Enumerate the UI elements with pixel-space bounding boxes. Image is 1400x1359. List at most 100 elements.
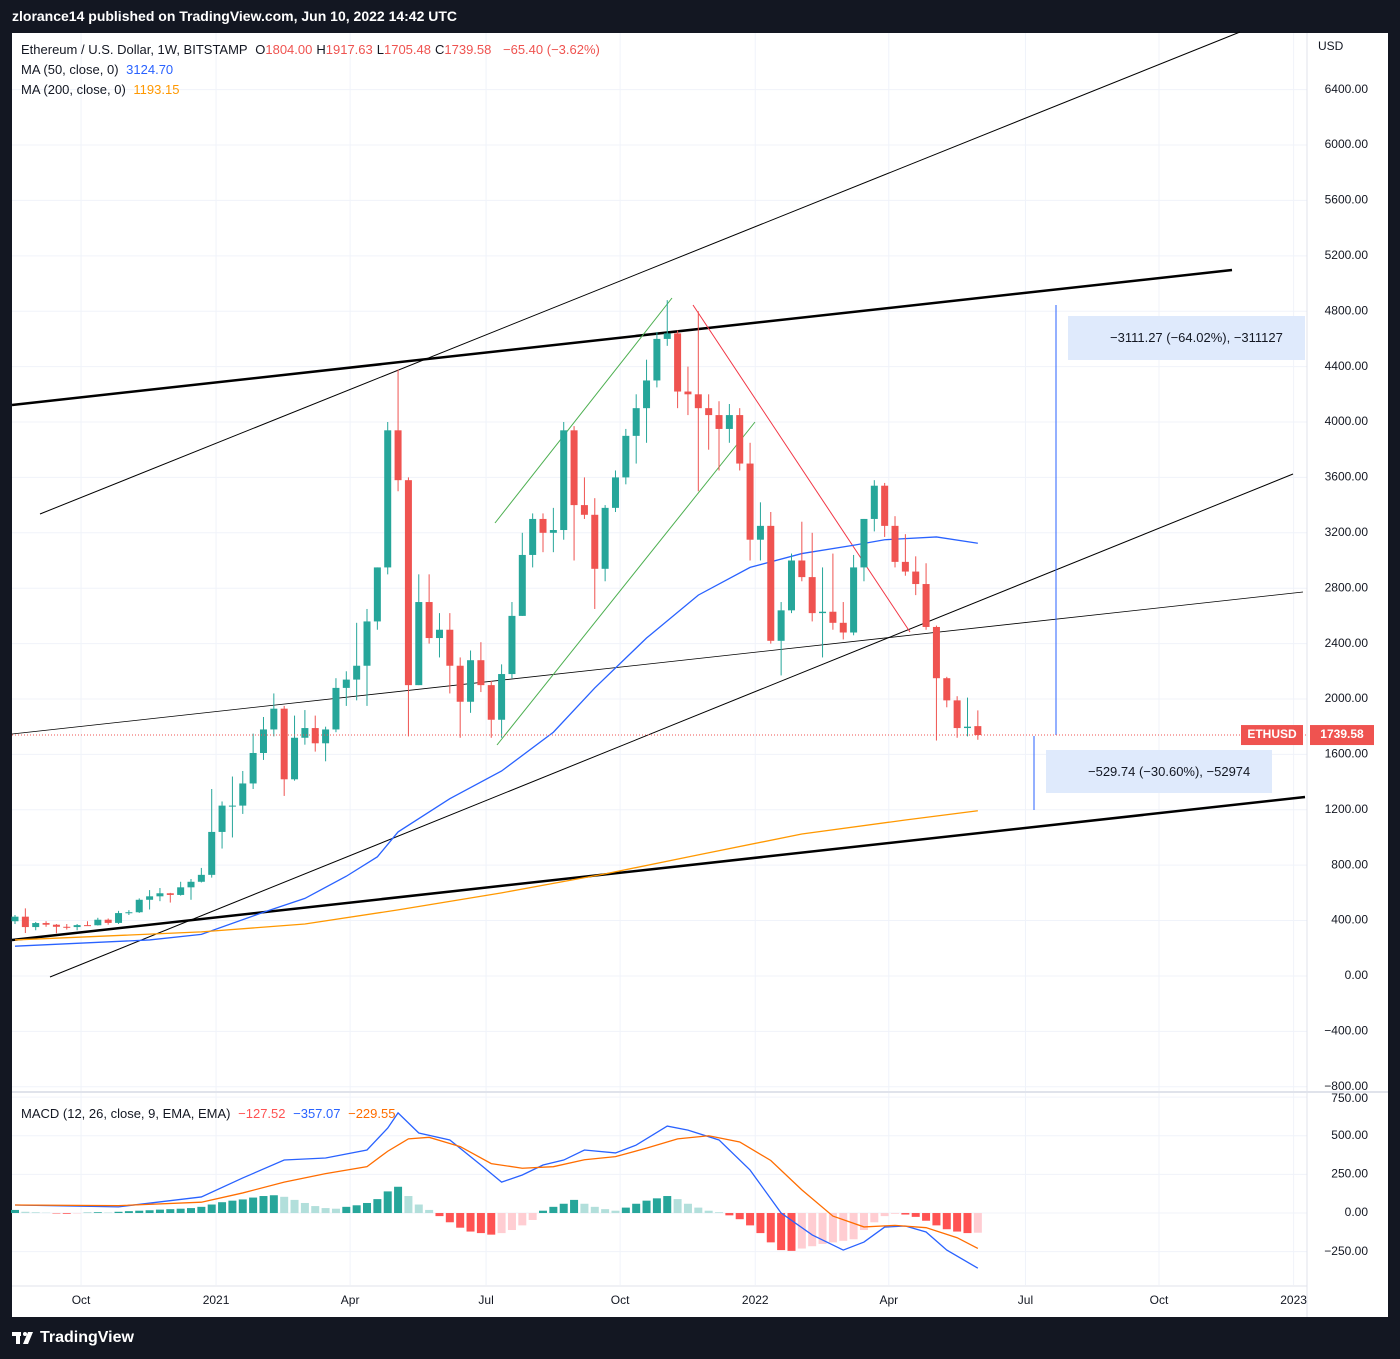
histogram-bar bbox=[352, 1205, 361, 1214]
y-tick-label: 800.00 bbox=[1331, 857, 1368, 871]
down-line bbox=[692, 304, 911, 633]
histogram-bar bbox=[487, 1213, 496, 1235]
histogram-bar bbox=[725, 1213, 734, 1216]
histogram-bar bbox=[435, 1213, 444, 1217]
histogram-bar bbox=[673, 1199, 682, 1214]
histogram-bar bbox=[456, 1213, 465, 1228]
candle-body bbox=[870, 485, 878, 519]
candle-body bbox=[228, 805, 236, 807]
candle-body bbox=[901, 561, 909, 572]
candle-body bbox=[21, 916, 29, 928]
histogram-bar bbox=[155, 1209, 164, 1214]
price-tag-bg bbox=[1310, 725, 1374, 746]
histogram-bar bbox=[269, 1195, 278, 1214]
histogram-bar bbox=[663, 1196, 672, 1214]
ma-value: 3124.70 bbox=[126, 62, 174, 77]
histogram-bar bbox=[207, 1204, 216, 1214]
candle-body bbox=[798, 560, 806, 578]
histogram-bar bbox=[694, 1207, 703, 1214]
candle-body bbox=[373, 567, 381, 622]
candle-body bbox=[684, 391, 692, 395]
candle-body bbox=[311, 728, 319, 744]
candle-body bbox=[539, 518, 547, 533]
candle-body bbox=[715, 415, 723, 429]
histogram-bar bbox=[528, 1213, 537, 1220]
symbol-tag: ETHUSD bbox=[1247, 727, 1297, 741]
histogram-bar bbox=[394, 1186, 403, 1214]
candle-body bbox=[787, 560, 795, 611]
candle-body bbox=[177, 887, 185, 895]
logo bbox=[12, 1332, 33, 1344]
histogram-bar bbox=[331, 1208, 340, 1214]
candle-body bbox=[467, 660, 475, 702]
candle-body bbox=[11, 916, 19, 922]
macd-value: −357.07 bbox=[293, 1106, 341, 1121]
candle-body bbox=[549, 530, 557, 533]
candle-body bbox=[52, 924, 60, 927]
candle-body bbox=[239, 783, 247, 806]
x-tick-label: Apr bbox=[341, 1293, 360, 1307]
y-tick-label: 3600.00 bbox=[1325, 470, 1369, 484]
candle-body bbox=[756, 525, 764, 540]
histogram-bar bbox=[642, 1200, 651, 1214]
candle-body bbox=[218, 805, 226, 832]
histogram-bar bbox=[735, 1213, 744, 1220]
candle-body bbox=[32, 923, 40, 928]
candle-body bbox=[404, 480, 412, 686]
histogram-bar bbox=[559, 1203, 568, 1214]
hist-value: −127.52 bbox=[238, 1106, 286, 1121]
candle-body bbox=[860, 518, 868, 568]
histogram-bar bbox=[249, 1197, 258, 1214]
y-tick-label: −250.00 bbox=[1324, 1244, 1368, 1258]
macd-title: MACD (12, 26, close, 9, EMA, EMA) bbox=[21, 1106, 231, 1121]
candle-body bbox=[881, 485, 889, 526]
histogram-bar bbox=[766, 1213, 775, 1243]
histogram-bar bbox=[870, 1213, 879, 1223]
histogram-bar bbox=[166, 1209, 175, 1214]
ohlc-key: H bbox=[316, 42, 326, 57]
candle-body bbox=[415, 602, 423, 686]
candle-body bbox=[301, 728, 309, 738]
candle-body bbox=[518, 554, 526, 616]
trend-line bbox=[11, 795, 1306, 942]
histogram-bar bbox=[839, 1213, 848, 1241]
histogram-bar bbox=[818, 1213, 827, 1244]
histogram-bar bbox=[476, 1213, 485, 1234]
y-tick-label: 400.00 bbox=[1331, 913, 1368, 927]
candle-body bbox=[322, 729, 330, 744]
candle-body bbox=[953, 700, 961, 729]
measure-box: −529.74 (−30.60%), −52974 bbox=[1046, 750, 1272, 793]
histogram-bar bbox=[611, 1210, 620, 1214]
histogram-bar bbox=[580, 1203, 589, 1214]
ohlc-value: 1739.58 bbox=[444, 42, 492, 57]
ohlc-key: O bbox=[255, 42, 266, 57]
histogram-bar bbox=[901, 1213, 910, 1215]
candle-body bbox=[104, 919, 112, 923]
candle-body bbox=[135, 899, 143, 913]
candle-body bbox=[353, 665, 361, 680]
histogram-bar bbox=[11, 1209, 20, 1214]
y-tick-label: 3200.00 bbox=[1325, 525, 1369, 539]
histogram-bar bbox=[425, 1209, 434, 1214]
candle-body bbox=[767, 525, 775, 641]
x-tick-label: 2021 bbox=[203, 1293, 230, 1307]
trend-line bbox=[39, 31, 1241, 515]
histogram-bar bbox=[652, 1198, 661, 1214]
ohlc-value: 1917.63 bbox=[325, 42, 373, 57]
histogram-bar bbox=[342, 1206, 351, 1214]
histogram-bar bbox=[114, 1211, 123, 1214]
histogram-bar bbox=[539, 1210, 548, 1214]
candle-body bbox=[529, 518, 537, 555]
y-tick-label: 250.00 bbox=[1331, 1167, 1368, 1181]
histogram-bar bbox=[849, 1213, 858, 1240]
candle-body bbox=[156, 893, 164, 897]
histogram-bar bbox=[124, 1211, 133, 1214]
macd-line bbox=[14, 1111, 979, 1269]
candle-body bbox=[674, 333, 682, 392]
candle-body bbox=[922, 584, 930, 627]
candle-body bbox=[363, 621, 371, 666]
candle-body bbox=[83, 925, 91, 927]
candle-body bbox=[291, 737, 299, 780]
x-tick-label: Oct bbox=[611, 1293, 630, 1307]
candle-body bbox=[342, 679, 350, 688]
